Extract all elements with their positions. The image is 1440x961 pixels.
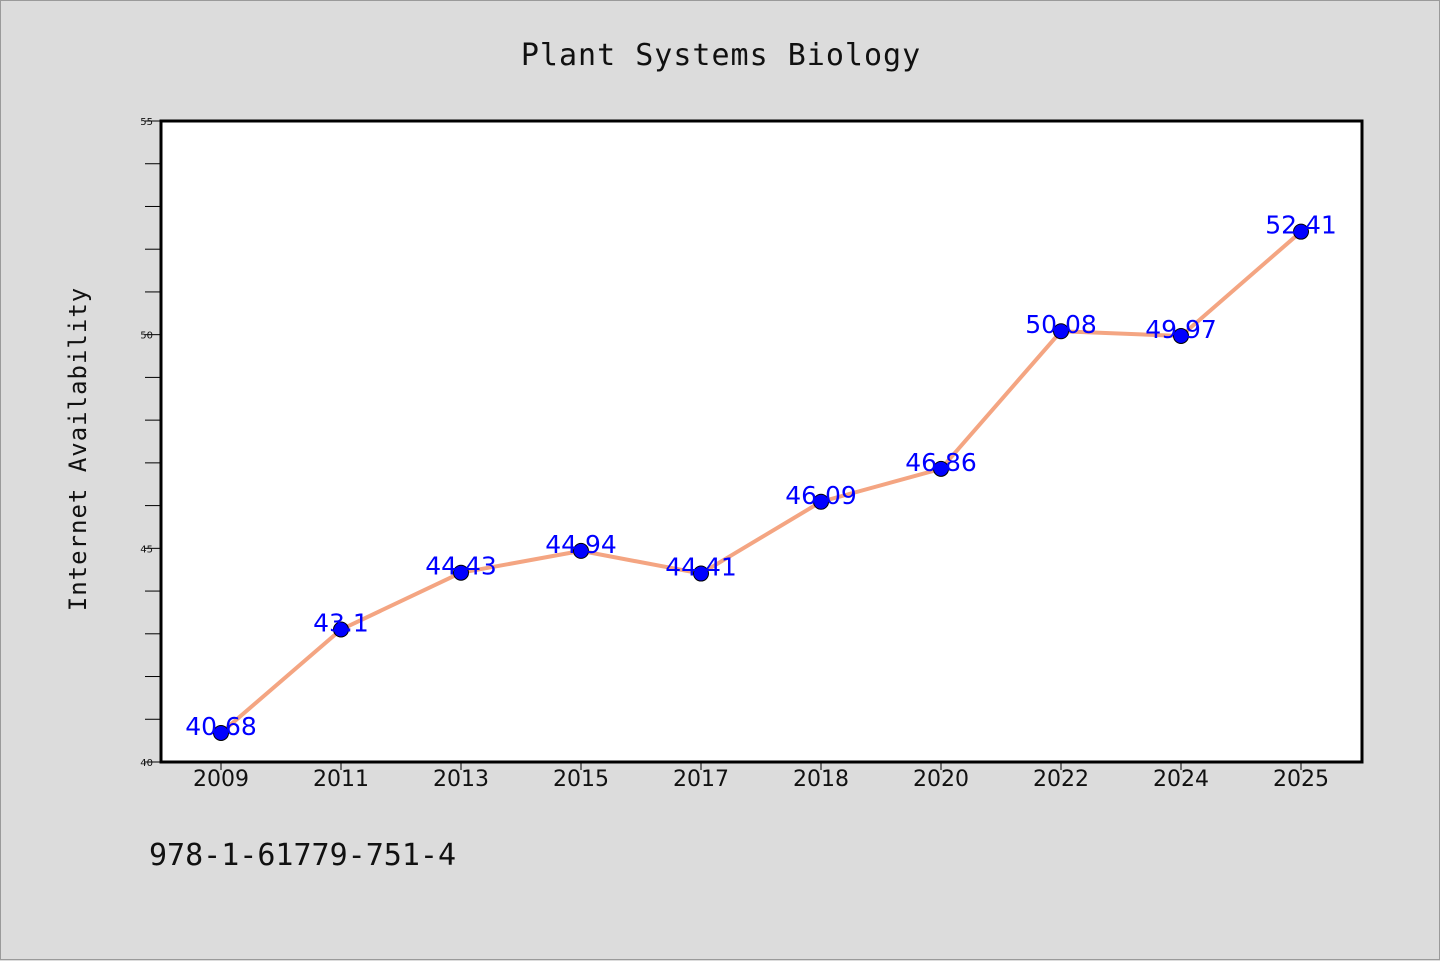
series-marker-group — [213, 223, 1309, 741]
plot-area — [161, 121, 1362, 762]
series-line-group — [219, 229, 1303, 735]
x-tick-label: 2009 — [193, 767, 249, 792]
data-label: 46.86 — [905, 448, 977, 477]
data-point — [1053, 323, 1069, 340]
x-tick-label: 2024 — [1153, 767, 1209, 792]
data-point — [453, 564, 469, 581]
data-point — [1173, 327, 1189, 344]
plot-border — [159, 119, 1364, 764]
data-label: 44.43 — [425, 552, 497, 581]
data-label: 44.41 — [665, 553, 737, 582]
data-label: 52.41 — [1265, 211, 1337, 240]
x-tick-label: 2017 — [673, 767, 729, 792]
data-label: 44.94 — [545, 530, 617, 559]
x-tick-label: 2022 — [1033, 767, 1089, 792]
data-label: 46.09 — [785, 481, 857, 510]
x-tick-label: 2015 — [553, 767, 609, 792]
y-tick-label: 50 — [140, 331, 153, 342]
data-point — [1293, 223, 1309, 240]
x-tick-label: 2025 — [1273, 767, 1329, 792]
y-tick-label: 55 — [140, 117, 153, 128]
data-label: 40.68 — [185, 712, 257, 741]
data-point — [213, 724, 229, 741]
data-label: 43.1 — [313, 609, 369, 638]
y-axis-label: Internet Availability — [64, 287, 92, 611]
y-tick-label: 40 — [140, 758, 153, 769]
y-tick-label: 45 — [140, 544, 153, 555]
data-label-group: 40.68 43.1 44.43 44.94 44.41 46.09 46.86 50.08 4… — [185, 211, 1337, 741]
x-tick-label: 2018 — [793, 767, 849, 792]
chart-title: Plant Systems Biology — [521, 38, 921, 73]
data-point — [573, 542, 589, 559]
axis-ticks: 40 45 50 55 2009 2011 2013 2015 2017 2018 2020 2022… — [140, 117, 1329, 792]
x-tick-label: 2013 — [433, 767, 489, 792]
data-point — [813, 493, 829, 510]
series-line — [219, 229, 1303, 735]
data-label: 50.08 — [1025, 310, 1097, 339]
data-point — [693, 565, 709, 582]
data-point — [333, 621, 349, 638]
data-label: 49.97 — [1145, 315, 1217, 344]
data-point — [933, 460, 949, 477]
isbn-footer: 978-1-61779-751-4 — [149, 838, 456, 873]
x-tick-label: 2011 — [313, 767, 369, 792]
x-tick-label: 2020 — [913, 767, 969, 792]
